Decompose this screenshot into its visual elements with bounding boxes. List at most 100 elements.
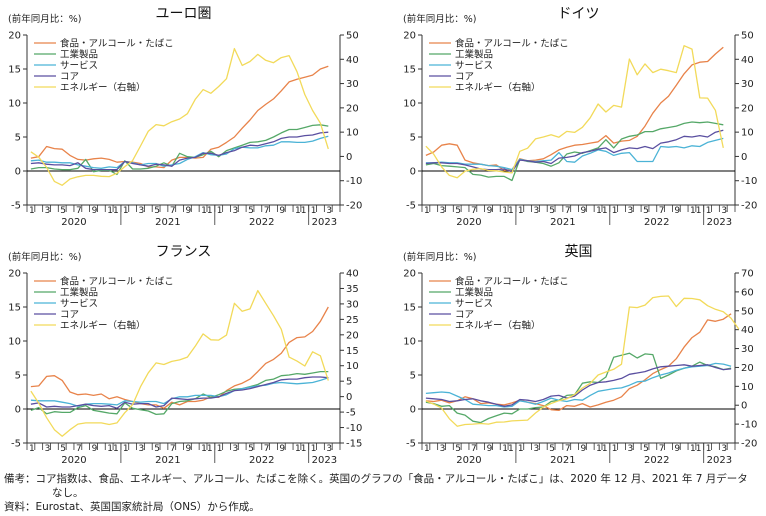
y-tick-label-right: 50 [741, 31, 754, 42]
legend-label-industrial: 工業製品 [60, 49, 98, 61]
x-tick-label: 1 [123, 206, 129, 216]
legend-label-core: コア [60, 72, 79, 83]
x-tick-label: 3 [534, 444, 540, 454]
y-tick-label-right: 40 [741, 55, 754, 66]
y-tick-label-left: -5 [11, 439, 21, 450]
y-tick-label-left: 0 [15, 167, 21, 178]
x-tick-label: 1 [612, 206, 618, 216]
x-tick-label: 11 [502, 206, 513, 216]
x-tick-label: 7 [471, 444, 477, 454]
y-tick-label-right: -10 [346, 176, 362, 187]
x-tick-label: 11 [690, 206, 701, 216]
x-tick-label: 7 [170, 206, 176, 216]
year-label: 2020 [61, 455, 86, 466]
x-tick-label: 1 [706, 206, 712, 216]
chart-title: ユーロ圏 [156, 6, 212, 22]
y-tick-label-left: 15 [8, 65, 21, 76]
y-tick-label-right: -20 [741, 201, 757, 212]
x-tick-label: 11 [201, 206, 212, 216]
legend-label-services: サービス [60, 299, 98, 310]
chart-title: ドイツ [558, 6, 600, 22]
legend-label-food: 食品・アルコール・たばこ [455, 276, 569, 288]
x-tick-label: 5 [154, 444, 160, 454]
x-tick-label: 5 [248, 206, 254, 216]
y-tick-label-right: -20 [346, 201, 362, 212]
y-tick-label-left: 15 [403, 65, 416, 76]
chart-panel-1: ユーロ圏(前年同月比：%)-505101520-20-1001020304050… [8, 6, 362, 228]
chart-panel-4: 英国(前年同月比：%)-505101520-20-100102030405060… [403, 243, 757, 466]
y-tick-label-right: 10 [346, 361, 359, 372]
series-line-core [425, 364, 732, 407]
x-tick-label: 3 [232, 206, 238, 216]
x-tick-label: 3 [627, 206, 633, 216]
legend-label-services: サービス [455, 61, 493, 72]
x-tick-label: 3 [139, 206, 145, 216]
y-tick-label-left: -5 [406, 201, 416, 212]
x-tick-label: 9 [487, 444, 493, 454]
y-tick-label-left: 20 [8, 269, 21, 280]
x-tick-label: 5 [60, 206, 66, 216]
series-line-services [425, 137, 724, 171]
series-line-energy [425, 295, 740, 427]
x-tick-label: 3 [326, 206, 332, 216]
year-label: 2021 [155, 455, 180, 466]
x-tick-label: 1 [518, 206, 524, 216]
x-tick-label: 3 [232, 444, 238, 454]
x-tick-label: 7 [170, 444, 176, 454]
x-tick-label: 11 [295, 444, 306, 454]
x-tick-label: 9 [674, 444, 680, 454]
y-tick-label-right: -15 [346, 439, 362, 450]
x-tick-label: 11 [295, 206, 306, 216]
x-tick-label: 1 [217, 444, 223, 454]
chart-panel-2: ドイツ(前年同月比：%)-505101520-20-10010203040501… [403, 6, 757, 228]
legend-label-energy: エネルギー（右軸） [455, 320, 541, 332]
y-tick-label-left: 10 [8, 337, 21, 348]
footnote-line-2: なし。 [52, 487, 84, 499]
year-label: 2020 [456, 455, 481, 466]
x-tick-label: 5 [60, 444, 66, 454]
x-tick-label: 1 [612, 444, 618, 454]
y-tick-label-left: 5 [15, 371, 21, 382]
x-tick-label: 3 [721, 206, 727, 216]
y-tick-label-right: 0 [346, 152, 352, 163]
year-label: 2021 [550, 217, 575, 228]
y-tick-label-left: 0 [15, 405, 21, 416]
series-line-industrial [425, 352, 732, 424]
legend-label-energy: エネルギー（右軸） [60, 320, 146, 332]
y-tick-label-right: 10 [346, 128, 359, 139]
y-tick-label-left: -5 [11, 201, 21, 212]
year-label: 2021 [550, 455, 575, 466]
series-line-energy [30, 47, 329, 186]
x-tick-label: 9 [674, 206, 680, 216]
x-tick-label: 3 [139, 444, 145, 454]
x-tick-label: 7 [565, 206, 571, 216]
y-tick-label-right: 30 [346, 299, 359, 310]
x-tick-label: 11 [107, 206, 118, 216]
unit-label: (前年同月比：%) [8, 251, 81, 263]
legend-label-industrial: 工業製品 [60, 287, 98, 299]
series-line-food [425, 313, 732, 412]
unit-label: (前年同月比：%) [403, 251, 476, 263]
y-tick-label-left: 5 [410, 371, 416, 382]
x-tick-label: 5 [643, 444, 649, 454]
y-tick-label-right: 30 [346, 79, 359, 90]
x-tick-label: 9 [279, 206, 285, 216]
y-tick-label-right: -10 [741, 176, 757, 187]
x-tick-label: 9 [186, 206, 192, 216]
x-tick-label: 1 [424, 444, 430, 454]
y-tick-label-right: -20 [741, 439, 757, 450]
x-tick-label: 1 [518, 444, 524, 454]
y-tick-label-right: 30 [741, 79, 754, 90]
chart-title: フランス [156, 244, 212, 260]
year-label: 2022 [249, 455, 274, 466]
legend-label-services: サービス [455, 299, 493, 310]
x-tick-label: 11 [596, 206, 607, 216]
y-tick-label-left: 0 [410, 167, 416, 178]
x-tick-label: 9 [92, 206, 98, 216]
chart-panel-3: フランス(前年同月比：%)-505101520-15-10-5051015202… [8, 244, 362, 466]
legend-label-energy: エネルギー（右軸） [60, 82, 146, 94]
y-tick-label-right: 50 [346, 31, 359, 42]
legend-label-energy: エネルギー（右軸） [455, 82, 541, 94]
x-tick-label: 11 [201, 444, 212, 454]
year-label: 2020 [61, 217, 86, 228]
